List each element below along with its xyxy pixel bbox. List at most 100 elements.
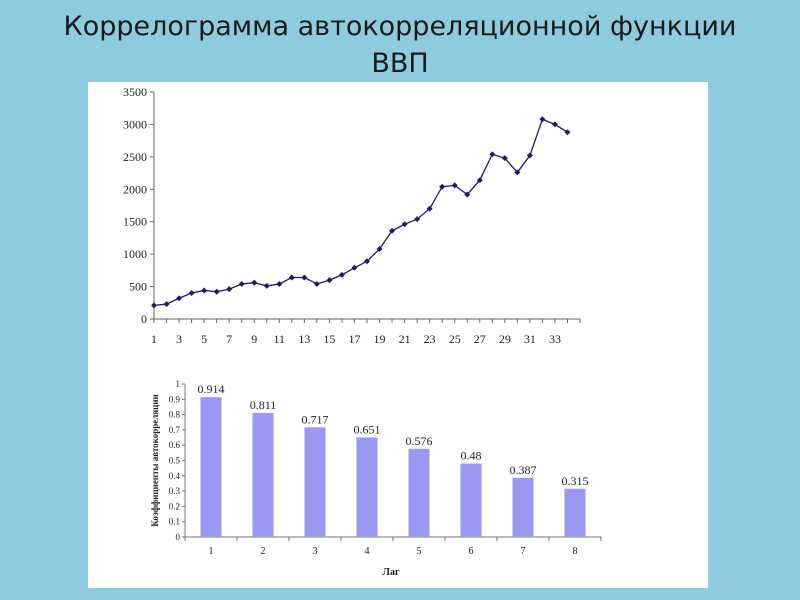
x-axis-title: Лаг	[383, 567, 400, 578]
y-tick-label: 0	[141, 312, 147, 326]
bar	[408, 448, 430, 537]
data-point	[426, 205, 433, 212]
gdp-series-line	[153, 118, 568, 307]
data-point	[176, 295, 183, 302]
bar	[252, 412, 274, 537]
x-tick-label: 6	[469, 546, 474, 557]
x-tick-label: 8	[573, 546, 578, 557]
y-tick-label: 1	[176, 379, 181, 389]
x-tick-label: 9	[251, 332, 257, 346]
data-point	[389, 227, 396, 234]
y-tick-label: 0.4	[169, 471, 181, 481]
bar	[200, 397, 222, 537]
x-tick-label: 19	[374, 332, 386, 346]
bar-data-label: 0.651	[354, 422, 381, 436]
chart-panel: 0 500 1000 1500 2000 2500 3000 3500 1 3 5 7 9 11 13 15 1…	[88, 82, 708, 588]
y-tick-label: 3500	[123, 85, 147, 99]
data-point	[163, 301, 170, 308]
data-point	[201, 287, 208, 294]
data-point	[263, 282, 270, 289]
bar-data-label: 0.914	[198, 382, 225, 396]
data-point	[238, 280, 245, 287]
data-point	[188, 290, 195, 297]
data-point	[364, 258, 370, 265]
x-tick-label: 2	[261, 546, 266, 557]
y-tick-label: 0.1	[169, 517, 180, 527]
data-point	[539, 116, 546, 123]
x-tick-label: 33	[549, 332, 561, 346]
data-point	[439, 183, 446, 190]
bar	[460, 463, 482, 537]
bar	[512, 477, 534, 537]
x-tick-label: 29	[499, 332, 511, 346]
data-point	[151, 302, 157, 309]
x-tick-label: 7	[226, 332, 232, 346]
x-tick-label: 7	[521, 546, 526, 557]
data-point	[276, 280, 283, 287]
data-point	[564, 129, 571, 136]
bar	[564, 488, 586, 537]
x-tick-label: 13	[298, 332, 310, 346]
data-point	[551, 121, 558, 128]
bar	[356, 437, 378, 537]
x-tick-label: 5	[417, 546, 422, 557]
autocorrelation-bar-chart: 0 0.1 0.2 0.3 0.4 0.5 0.6 0.7 0.8 0.9 1 0.914 1 0.811…	[150, 379, 602, 578]
y-tick-label: 1000	[123, 247, 147, 261]
x-tick-label: 17	[348, 332, 360, 346]
y-axis-title: Коэффициенты автокорреляции	[150, 394, 160, 526]
data-point	[501, 155, 508, 162]
x-tick-label: 1	[209, 546, 214, 557]
data-point	[338, 271, 345, 278]
x-tick-label: 23	[424, 332, 436, 346]
data-point	[251, 279, 258, 286]
x-tick-label: 3	[313, 546, 318, 557]
y-tick-label: 0.2	[169, 501, 180, 511]
data-point	[401, 221, 408, 228]
data-point	[414, 216, 421, 223]
y-tick-label: 0.9	[169, 394, 181, 404]
y-tick-label: 0.5	[169, 456, 181, 466]
data-point	[301, 274, 308, 281]
bar-data-label: 0.576	[406, 434, 433, 448]
x-tick-label: 11	[274, 332, 286, 346]
y-tick-label: 0.3	[169, 486, 181, 496]
y-tick-label: 2000	[123, 182, 147, 196]
x-tick-label: 5	[201, 332, 207, 346]
data-point	[313, 280, 320, 287]
data-point	[489, 151, 496, 158]
x-tick-label: 4	[365, 546, 370, 557]
y-tick-label: 0	[176, 532, 181, 542]
data-point	[464, 191, 471, 198]
y-tick-label: 500	[129, 280, 147, 294]
y-tick-label: 1500	[123, 215, 147, 229]
x-tick-label: 15	[323, 332, 335, 346]
bar-data-label: 0.387	[510, 463, 537, 477]
data-point	[326, 277, 333, 284]
data-point	[288, 274, 295, 281]
slide-title: Коррелограмма автокорреляционной функции…	[63, 11, 737, 79]
bar-data-label: 0.811	[250, 398, 277, 412]
bar-data-label: 0.315	[562, 474, 589, 488]
y-tick-label: 0.7	[169, 425, 181, 435]
x-tick-label: 21	[399, 332, 411, 346]
x-tick-label: 3	[176, 332, 182, 346]
data-point	[526, 152, 533, 159]
x-tick-label: 1	[151, 332, 157, 346]
bar	[304, 427, 326, 537]
y-tick-label: 0.6	[169, 440, 181, 450]
data-point	[351, 264, 358, 271]
data-point	[376, 245, 383, 252]
bar-data-label: 0.48	[461, 449, 482, 463]
data-point	[451, 182, 458, 189]
y-tick-label: 0.8	[169, 410, 181, 420]
x-tick-label: 27	[474, 332, 486, 346]
data-point	[476, 177, 483, 184]
y-tick-label: 3000	[123, 117, 147, 131]
bar-data-label: 0.717	[302, 412, 329, 426]
y-tick-label: 2500	[123, 150, 147, 164]
x-tick-label: 25	[449, 332, 461, 346]
data-point	[514, 169, 521, 176]
data-point	[213, 288, 220, 295]
data-point	[226, 286, 233, 293]
